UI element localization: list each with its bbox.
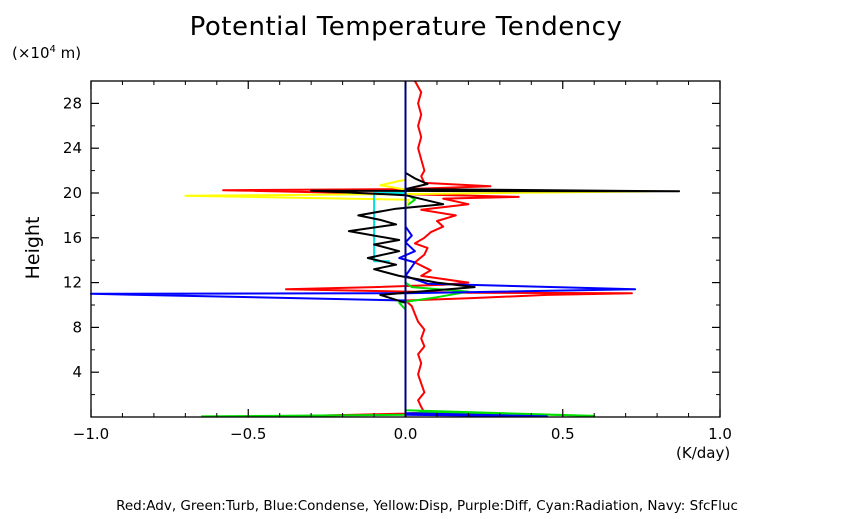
y-tick-label: 16 (63, 229, 82, 247)
series-layer (90, 80, 681, 418)
x-tick-label: −1.0 (73, 425, 109, 443)
y-tick-label: 8 (72, 318, 82, 336)
ticks-layer: −1.0 −0.5 0.0 0.5 1.0 4 8 12 16 20 24 28 (63, 81, 732, 443)
x-tick-label: 1.0 (708, 425, 732, 443)
y-tick-label: 12 (63, 274, 82, 292)
y-unit-suffix: m) (55, 44, 82, 62)
y-unit-exponent: 4 (49, 44, 56, 55)
series-line-0 (222, 80, 633, 418)
x-tick-label: −0.5 (230, 425, 266, 443)
chart-title: Potential Temperature Tendency (189, 12, 623, 42)
series-line-2 (90, 81, 637, 418)
y-tick-label: 20 (63, 184, 82, 202)
y-unit-prefix: (×10 (12, 44, 50, 62)
x-axis-unit: (K/day) (676, 444, 731, 462)
y-tick-label: 24 (63, 139, 82, 157)
x-tick-label: 0.0 (394, 425, 418, 443)
y-tick-label: 28 (63, 94, 82, 112)
series-line-1 (201, 81, 596, 418)
y-tick-label: 4 (72, 363, 82, 381)
series-line-5 (310, 81, 681, 304)
x-tick-label: 0.5 (551, 425, 575, 443)
y-axis-unit: (×104 m) (12, 44, 81, 62)
series-legend-caption: Red:Adv, Green:Turb, Blue:Condense, Yell… (116, 498, 738, 514)
